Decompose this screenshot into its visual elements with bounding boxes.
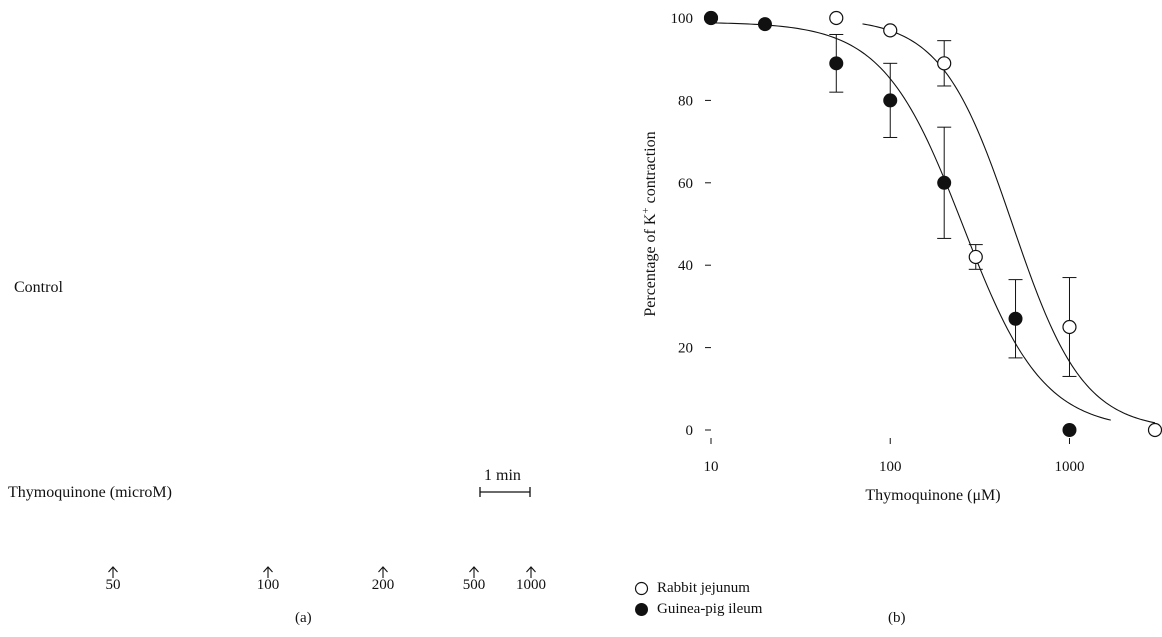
dose-arrow-icon [378,566,388,578]
point-guinea-pig [1062,423,1077,437]
point-rabbit [1062,319,1077,335]
dose-label: 500 [462,577,486,593]
y-tick-label: 40 [678,258,693,274]
point-rabbit [883,23,898,38]
point-guinea-pig [704,11,718,25]
control-trace [8,274,605,358]
legend-item-rabbit: Rabbit jejunum [634,580,750,597]
dose-arrow-icon [108,566,118,578]
open-circle-icon [634,581,649,596]
dose-label: 200 [371,577,395,593]
panel-b: 0 20 40 60 80 100 10 100 1000 Thymoquinone (μM) Pe… [620,0,1162,637]
x-tick-label: 100 [879,459,902,475]
treatment-contractions [9,527,600,555]
dose-label: 50 [105,577,121,593]
dose-arrow-icon [263,566,273,578]
panel-b-caption: (b) [888,610,906,626]
dose-response-chart: 0 20 40 60 80 100 10 100 1000 Thymoquinone (μM) Pe… [640,10,1162,504]
legend-label-rabbit: Rabbit jejunum [657,580,750,596]
point-guinea-pig [829,56,844,71]
point-guinea-pig [757,17,772,32]
y-axis-label: Percentage of K+ contraction [640,131,659,316]
legend-item-guinea-pig: Guinea-pig ileum [634,601,762,618]
point-guinea-pig [1008,311,1023,326]
fit-curve-guinea-pig [710,22,1111,421]
y-tick-label: 60 [678,176,693,192]
fit-curve-rabbit [862,23,1156,424]
y-tick-label: 80 [678,93,693,109]
dose-arrow-icon [526,566,536,578]
dose-arrow-icon [469,566,479,578]
scale-bar [479,487,531,497]
scale-bar-label: 1 min [484,467,521,484]
point-guinea-pig [883,93,898,108]
x-tick-label: 10 [704,459,719,475]
point-rabbit [968,249,983,265]
x-axis-label: Thymoquinone (μM) [865,487,1000,504]
point-rabbit [1147,422,1162,438]
control-trace-strip [8,274,605,358]
y-tick-label: 20 [678,341,693,357]
point-guinea-pig [937,175,952,190]
y-tick-label: 100 [671,11,694,27]
point-rabbit [829,10,844,26]
legend-label-guinea-pig: Guinea-pig ileum [657,601,763,617]
control-label: Control [14,279,63,296]
x-tick-label: 1000 [1054,459,1084,475]
panel-a-caption: (a) [295,610,312,626]
point-rabbit [937,56,952,71]
treatment-label: Thymoquinone (microM) [8,484,172,501]
filled-circle-icon [634,602,649,617]
y-tick-label: 0 [686,423,694,439]
dose-label: 100 [256,577,280,593]
panel-a: Control Thymoquinone (microM) 1 min 50 10… [8,274,608,626]
dose-label: 1000 [516,577,546,593]
control-contractions [9,299,605,349]
